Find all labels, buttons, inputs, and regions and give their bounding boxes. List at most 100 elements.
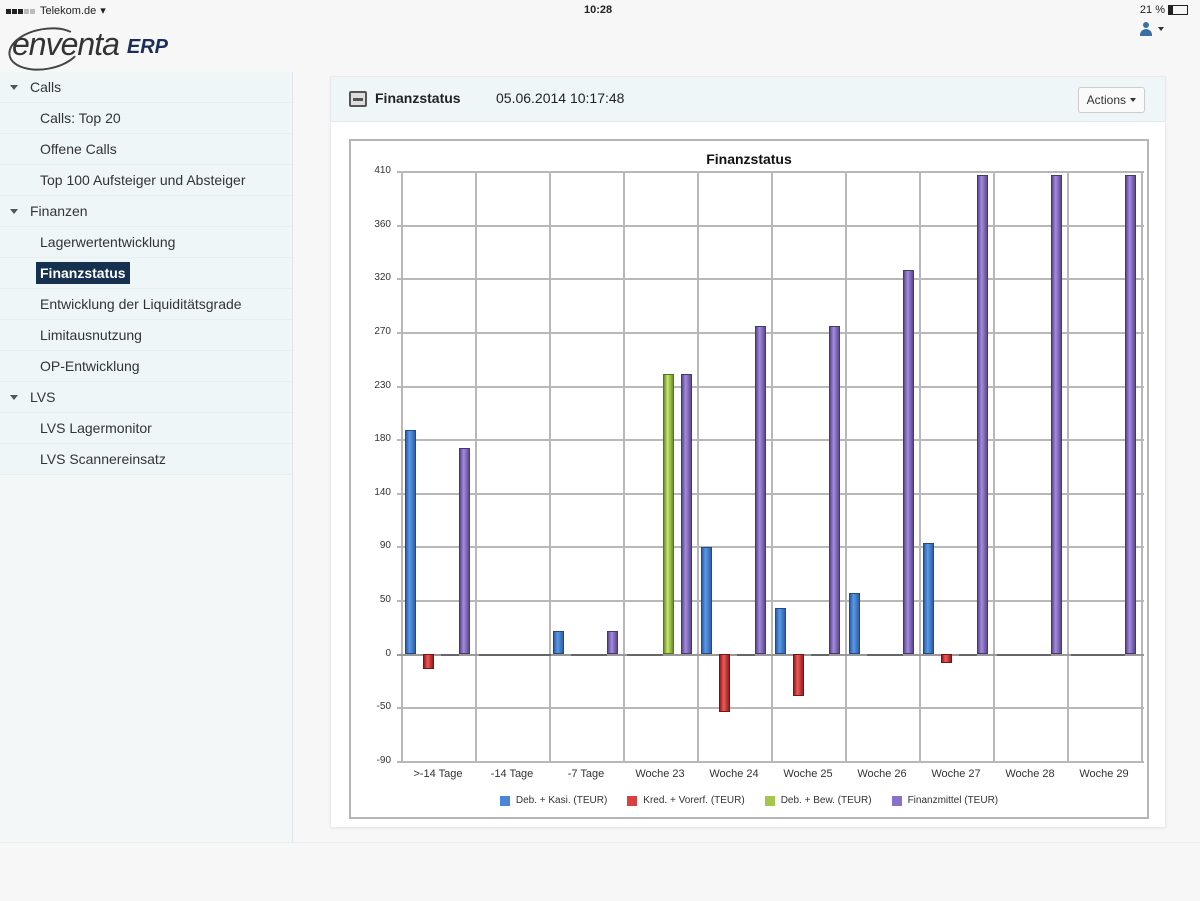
bar[interactable]	[811, 653, 829, 656]
legend-swatch	[499, 795, 510, 806]
x-tick-label: >-14 Tage	[413, 768, 463, 780]
y-tick-label: 90	[379, 540, 391, 552]
gridline	[623, 171, 625, 763]
legend-entry[interactable]: Kred. + Vorerf. (TEUR)	[627, 795, 745, 806]
bar[interactable]	[571, 653, 589, 656]
bar[interactable]	[997, 653, 1015, 656]
item-label: Offene Calls	[40, 141, 117, 157]
legend-entry[interactable]: Finanzmittel (TEUR)	[891, 795, 999, 806]
bar[interactable]	[459, 447, 470, 654]
sidebar-item-liquiditaetsgrade[interactable]: Entwicklung der Liquiditätsgrade	[0, 289, 292, 320]
bar[interactable]	[903, 269, 914, 654]
legend-label: Deb. + Kasi. (TEUR)	[515, 795, 608, 806]
sidebar-group-finanzen[interactable]: Finanzen	[0, 196, 292, 227]
y-tick-label: 50	[379, 594, 391, 606]
bar[interactable]	[923, 543, 934, 654]
sidebar-item-finanzstatus[interactable]: Finanzstatus	[0, 258, 292, 289]
legend-swatch	[891, 795, 902, 806]
legend-swatch	[627, 795, 638, 806]
wifi-icon: ▾	[100, 5, 106, 17]
y-tick-label: 270	[374, 325, 391, 337]
bar[interactable]	[849, 592, 860, 654]
bar[interactable]	[1089, 653, 1107, 656]
bar[interactable]	[829, 326, 840, 654]
gridline	[397, 224, 1144, 227]
item-label: Top 100 Aufsteiger und Absteiger	[40, 172, 246, 188]
gridline	[397, 171, 1144, 173]
logo-suffix: ERP	[126, 35, 168, 58]
sidebar-item-lvs-scannereinsatz[interactable]: LVS Scannereinsatz	[0, 444, 292, 475]
bar[interactable]	[627, 653, 645, 656]
bar[interactable]	[867, 653, 885, 656]
bar[interactable]	[719, 653, 730, 712]
y-tick-label: 230	[374, 379, 391, 391]
legend-label: Finanzmittel (TEUR)	[907, 795, 999, 806]
bar[interactable]	[607, 631, 618, 654]
bar[interactable]	[885, 653, 903, 656]
item-label: Calls: Top 20	[40, 110, 121, 126]
gridline	[397, 600, 1144, 603]
x-tick-label: Woche 25	[783, 768, 833, 780]
bar[interactable]	[977, 174, 988, 654]
bar[interactable]	[497, 653, 515, 656]
bar[interactable]	[941, 653, 952, 664]
signal-icon	[6, 5, 36, 17]
sidebar-item-calls-top-20[interactable]: Calls: Top 20	[0, 103, 292, 134]
panel-timestamp: 05.06.2014 10:17:48	[496, 90, 625, 106]
sidebar-item-op-entwicklung[interactable]: OP-Entwicklung	[0, 351, 292, 382]
bar[interactable]	[755, 326, 766, 654]
gridline	[397, 385, 1144, 388]
bar[interactable]	[681, 373, 692, 654]
bar[interactable]	[533, 653, 551, 656]
plot-area: 410 360 320 270 230 180 140 90 50 0 -50 -90 >-14 Tag…	[374, 165, 1144, 780]
bar[interactable]	[1071, 653, 1089, 656]
bar[interactable]	[515, 653, 533, 656]
bar[interactable]	[645, 653, 663, 656]
legend-label: Kred. + Vorerf. (TEUR)	[643, 795, 745, 806]
chevron-down-icon	[1130, 98, 1136, 102]
bar[interactable]	[1015, 653, 1033, 656]
bar[interactable]	[701, 546, 712, 654]
sidebar-item-lvs-lagermonitor[interactable]: LVS Lagermonitor	[0, 413, 292, 444]
gridline	[697, 171, 699, 763]
bar[interactable]	[663, 373, 674, 654]
user-icon	[1140, 22, 1152, 36]
sidebar-group-calls[interactable]: Calls	[0, 72, 292, 103]
bar[interactable]	[1125, 174, 1136, 654]
chart-legend: Deb. + Kasi. (TEUR) Kred. + Vorerf. (TEUR…	[351, 795, 1147, 806]
x-tick-label: -7 Tage	[567, 768, 605, 780]
group-label: Finanzen	[30, 203, 88, 219]
sidebar-item-offene-calls[interactable]: Offene Calls	[0, 134, 292, 165]
bar[interactable]	[441, 653, 459, 656]
group-label: LVS	[30, 389, 56, 405]
bar[interactable]	[1051, 174, 1062, 654]
sidebar-item-top-100[interactable]: Top 100 Aufsteiger und Absteiger	[0, 165, 292, 196]
bar[interactable]	[405, 430, 416, 654]
bar[interactable]	[959, 653, 977, 656]
user-menu-button[interactable]	[1140, 22, 1164, 36]
y-tick-label: 0	[385, 647, 391, 659]
bar[interactable]	[423, 653, 434, 670]
legend-entry[interactable]: Deb. + Bew. (TEUR)	[764, 795, 872, 806]
gridline	[401, 171, 403, 763]
bar[interactable]	[1107, 653, 1125, 656]
bar[interactable]	[775, 607, 786, 654]
bar[interactable]	[479, 653, 497, 656]
panel-title: Finanzstatus	[375, 90, 461, 106]
collapse-triangle-icon	[10, 84, 18, 90]
actions-button[interactable]: Actions	[1077, 87, 1145, 113]
sidebar-item-limitausnutzung[interactable]: Limitausnutzung	[0, 320, 292, 351]
bar[interactable]	[589, 653, 607, 656]
gridline	[919, 171, 921, 763]
bar[interactable]	[553, 631, 564, 654]
gridline	[993, 171, 995, 763]
bar[interactable]	[1033, 653, 1051, 656]
legend-entry[interactable]: Deb. + Kasi. (TEUR)	[499, 795, 608, 806]
sidebar-group-lvs[interactable]: LVS	[0, 382, 292, 413]
item-label: LVS Lagermonitor	[40, 420, 152, 436]
bar[interactable]	[793, 653, 804, 697]
item-label: Lagerwertentwicklung	[40, 234, 176, 250]
bar[interactable]	[737, 653, 755, 656]
item-label: Finanzstatus	[36, 262, 130, 284]
sidebar-item-lagerwertentwicklung[interactable]: Lagerwertentwicklung	[0, 227, 292, 258]
